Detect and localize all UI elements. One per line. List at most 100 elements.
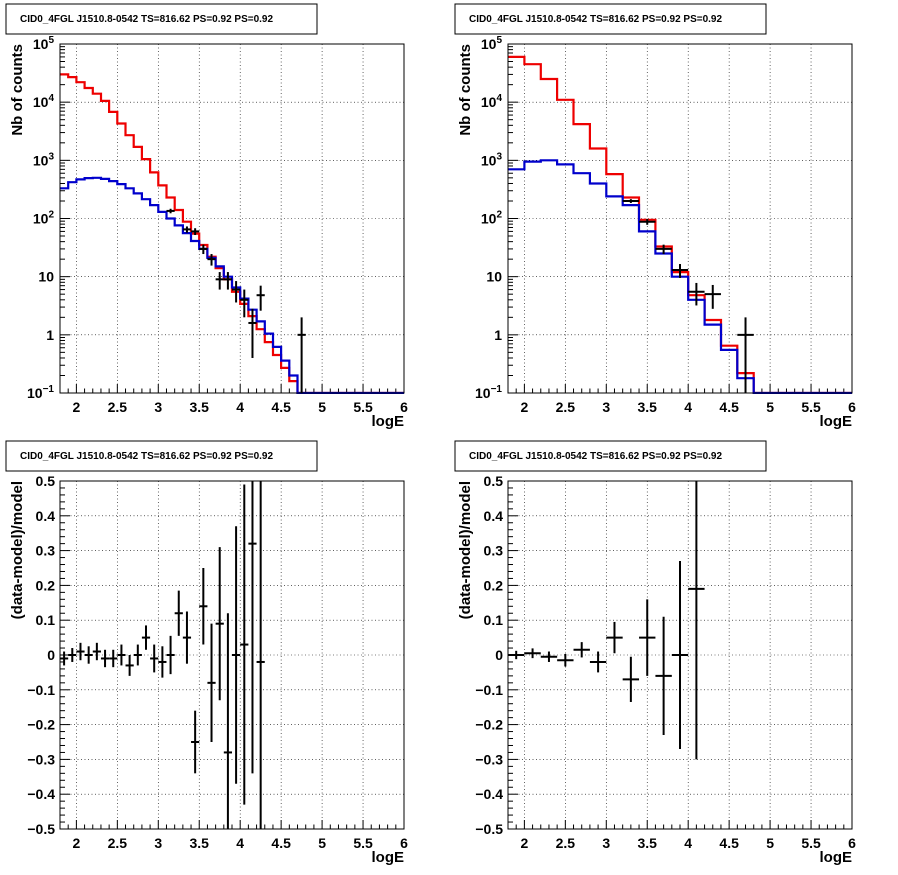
data-point	[256, 285, 265, 311]
chart-title: CID0_4FGL J1510.8-0542 TS=816.62 PS=0.92…	[469, 14, 722, 25]
y-tick-label: 0.3	[36, 543, 56, 559]
x-tick-label: 5.5	[353, 835, 373, 851]
x-tick-label: 4	[236, 399, 244, 415]
x-tick-label: 4	[684, 399, 692, 415]
x-axis-label: logE	[820, 413, 853, 430]
plot-area	[60, 73, 404, 394]
x-tick-label: 2.5	[556, 835, 576, 851]
x-tick-label: 5.5	[801, 835, 821, 851]
x-tick-label: 4.5	[271, 835, 291, 851]
y-tick-label: −0.2	[475, 717, 503, 733]
data-point	[191, 710, 200, 774]
x-tick-label: 5.5	[353, 399, 373, 415]
data-point	[704, 284, 721, 309]
total-model-histogram	[60, 73, 404, 394]
data-point	[240, 484, 249, 805]
title-box	[454, 440, 767, 472]
data-point	[688, 282, 705, 306]
x-axis-label: logE	[372, 849, 405, 866]
plot-frame	[59, 480, 405, 830]
y-axis-label: (data-model)/model	[9, 481, 26, 619]
data-point	[133, 644, 142, 666]
data-point	[256, 481, 265, 829]
data-point	[232, 526, 241, 784]
plot-area	[60, 481, 265, 829]
y-axis-label: Nb of counts	[9, 44, 26, 136]
data-point	[84, 646, 93, 664]
y-tick-label: 0.1	[484, 612, 504, 628]
y-tick-label: 10	[486, 269, 502, 285]
data-point	[671, 264, 689, 278]
y-tick-label: −0.3	[27, 751, 55, 767]
data-point	[199, 568, 208, 645]
title-box	[454, 3, 767, 35]
data-point	[671, 561, 689, 749]
x-tick-label: 2.5	[556, 399, 576, 415]
data-point	[622, 199, 640, 203]
component-model-histogram	[60, 176, 404, 394]
grid	[508, 43, 853, 394]
data-point	[117, 644, 126, 666]
data-point	[166, 635, 175, 675]
data-point	[248, 308, 257, 358]
data-point	[573, 642, 590, 658]
y-tick-label: 104	[33, 93, 55, 110]
x-tick-label: 4	[684, 835, 692, 851]
data-point	[182, 226, 192, 233]
y-tick-label: 105	[481, 35, 503, 52]
chart-title: CID0_4FGL J1510.8-0542 TS=816.62 PS=0.92…	[20, 14, 273, 25]
data-point	[182, 611, 192, 664]
plot-frame	[507, 480, 853, 830]
data-point	[606, 621, 623, 654]
y-tick-label: 0.4	[36, 508, 56, 524]
x-tick-label: 4.5	[719, 399, 739, 415]
data-point	[109, 649, 118, 668]
data-point	[191, 228, 200, 236]
data-point	[174, 590, 183, 636]
x-tick-label: 2	[520, 835, 528, 851]
y-tick-label: 0.3	[484, 543, 504, 559]
chart-panel-counts_coarse: CID0_4FGL J1510.8-0542 TS=816.62 PS=0.92…	[454, 3, 856, 430]
y-tick-label: 10−1	[27, 384, 54, 401]
data-point	[589, 651, 607, 673]
y-tick-label: −0.4	[27, 786, 55, 802]
x-tick-label: 3.5	[638, 399, 658, 415]
data-point	[92, 642, 101, 661]
data-point	[232, 281, 241, 303]
x-tick-label: 5	[766, 835, 774, 851]
x-axis-label: logE	[820, 849, 853, 866]
chart-title: CID0_4FGL J1510.8-0542 TS=816.62 PS=0.92…	[469, 451, 722, 462]
x-tick-label: 2	[520, 399, 528, 415]
y-tick-label: −0.5	[27, 821, 55, 837]
chart-title: CID0_4FGL J1510.8-0542 TS=816.62 PS=0.92…	[20, 451, 273, 462]
chart-panel-residual_fine: CID0_4FGL J1510.8-0542 TS=816.62 PS=0.92…	[5, 440, 408, 866]
y-axis-label: (data-model)/model	[457, 481, 474, 619]
y-tick-label: −0.2	[27, 717, 55, 733]
y-tick-label: 0.5	[484, 473, 504, 489]
x-tick-label: 6	[848, 399, 856, 415]
y-tick-label: 0.2	[36, 577, 56, 593]
y-tick-label: 0	[495, 647, 503, 663]
y-tick-label: 10	[38, 269, 54, 285]
data-point	[639, 219, 656, 225]
y-tick-label: −0.1	[27, 682, 55, 698]
x-tick-label: 4.5	[271, 399, 291, 415]
data-point	[557, 653, 574, 667]
data-point	[68, 648, 77, 662]
data-point	[125, 655, 134, 676]
y-tick-label: 103	[33, 151, 55, 168]
data-point	[100, 649, 110, 668]
y-axis-label: Nb of counts	[457, 44, 474, 136]
data-point	[223, 272, 232, 290]
y-tick-label: 0.4	[484, 508, 504, 524]
data-point	[199, 244, 208, 255]
data-point	[223, 613, 232, 829]
y-tick-label: 102	[33, 210, 55, 227]
data-point	[655, 616, 672, 736]
title-box	[5, 440, 318, 472]
y-tick-label: 0.5	[36, 473, 56, 489]
plot-frame	[59, 43, 405, 394]
x-tick-label: 6	[400, 835, 408, 851]
x-tick-label: 6	[400, 399, 408, 415]
